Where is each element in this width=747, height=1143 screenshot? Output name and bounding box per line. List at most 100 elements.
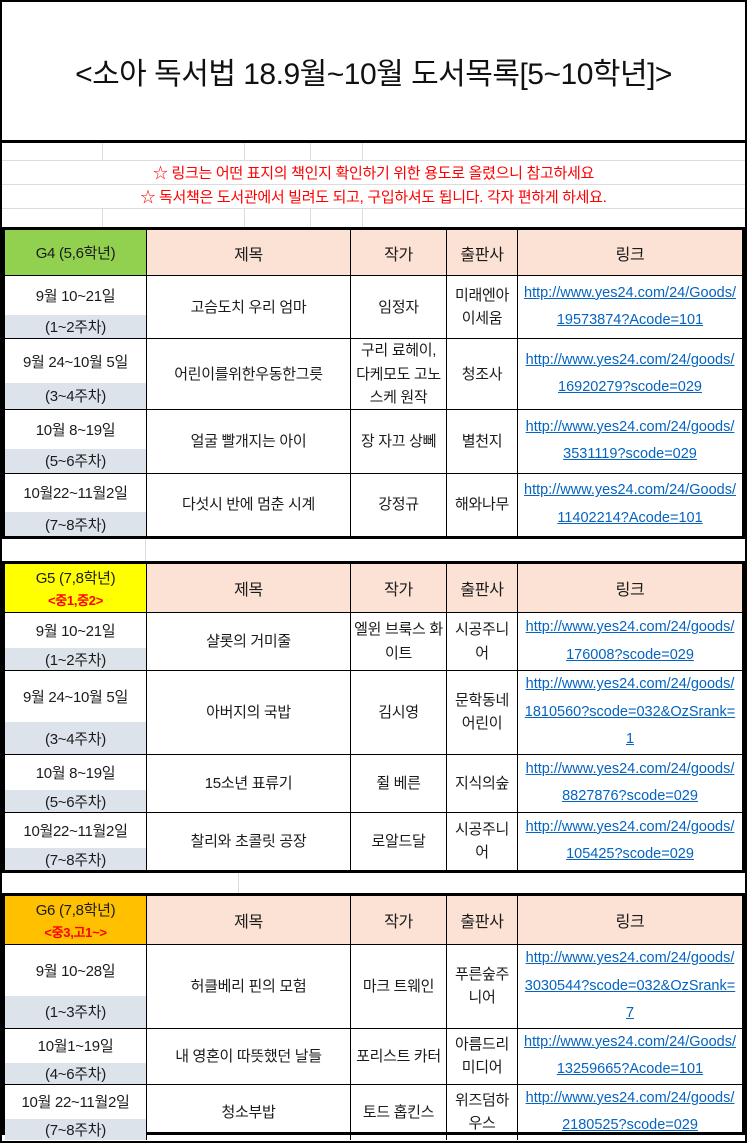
group-header-g6: G6 (7,8학년) <중3,고1~> bbox=[5, 896, 146, 944]
publisher-cell: 미래엔아이세움 bbox=[446, 276, 517, 339]
table-row: 10월 8~19일 (5~6주차) 15소년 표류기 쥘 베른 지식의숲 htt… bbox=[5, 753, 742, 812]
date-range: 10월 8~19일 bbox=[35, 764, 116, 782]
link-cell: http://www.yes24.com/24/Goods/13259665?A… bbox=[517, 1028, 742, 1084]
date-cell: 10월 22~11월2일 (7~8주차) bbox=[5, 1085, 146, 1140]
table-row: 10월 22~11월2일 (7~8주차) 청소부밥 토드 홉킨스 위즈덤하우스 … bbox=[5, 1083, 742, 1140]
author-cell: 강정규 bbox=[350, 473, 446, 537]
book-link[interactable]: http://www.yes24.com/24/goods/2180525?sc… bbox=[525, 1089, 735, 1134]
date-cell: 10월22~11월2일 (7~8주차) bbox=[5, 474, 146, 537]
column-header-publisher: 출판사 bbox=[446, 564, 517, 612]
link-cell: http://www.yes24.com/24/goods/3531119?sc… bbox=[517, 410, 742, 473]
publisher-cell: 위즈덤하우스 bbox=[446, 1084, 517, 1140]
column-header-link: 링크 bbox=[517, 896, 742, 944]
book-table-g5: G5 (7,8학년) <중1,중2> 제목 작가 출판사 링크 9월 10~21… bbox=[2, 561, 745, 873]
book-link[interactable]: http://www.yes24.com/24/goods/16920279?s… bbox=[525, 351, 735, 396]
date-range: 9월 10~28일 bbox=[35, 963, 116, 981]
week-label: (5~6주차) bbox=[5, 790, 146, 812]
book-title-cell: 다섯시 반에 멈춘 시계 bbox=[146, 473, 350, 537]
gridline bbox=[244, 209, 245, 227]
book-title-cell: 고슴도치 우리 엄마 bbox=[146, 276, 350, 339]
publisher-cell: 해와나무 bbox=[446, 473, 517, 537]
book-link[interactable]: http://www.yes24.com/24/goods/105425?sco… bbox=[525, 818, 735, 863]
column-header-title: 제목 bbox=[146, 230, 350, 275]
week-label: (1~2주차) bbox=[5, 314, 146, 339]
book-title-cell: 청소부밥 bbox=[146, 1084, 350, 1140]
table-header: G4 (5,6학년) 제목 작가 출판사 링크 bbox=[5, 230, 742, 275]
group-subtitle: <중3,고1~> bbox=[44, 925, 107, 940]
column-header-title: 제목 bbox=[146, 564, 350, 612]
book-link[interactable]: http://www.yes24.com/24/goods/8827876?sc… bbox=[525, 760, 735, 805]
publisher-cell: 시공주니어 bbox=[446, 812, 517, 871]
table-row: 10월 8~19일 (5~6주차) 얼굴 빨개지는 아이 장 자끄 상뻬 별천지… bbox=[5, 409, 742, 473]
week-label: (1~3주차) bbox=[5, 996, 146, 1028]
publisher-cell: 아름드리미디어 bbox=[446, 1028, 517, 1084]
author-cell: 임정자 bbox=[350, 276, 446, 339]
book-link[interactable]: http://www.yes24.com/24/Goods/13259665?A… bbox=[524, 1033, 736, 1078]
book-link[interactable]: http://www.yes24.com/24/goods/1810560?sc… bbox=[524, 676, 736, 748]
table-gap bbox=[2, 873, 745, 893]
book-title-cell: 허클베리 핀의 모험 bbox=[146, 945, 350, 1028]
author-cell: 김시영 bbox=[350, 671, 446, 754]
author-cell: 쥘 베른 bbox=[350, 754, 446, 812]
book-link[interactable]: http://www.yes24.com/24/Goods/19573874?A… bbox=[524, 284, 736, 329]
column-header-link: 링크 bbox=[517, 230, 742, 275]
date-cell: 9월 24~10월 5일 (3~4주차) bbox=[5, 671, 146, 754]
week-label: (5~6주차) bbox=[5, 448, 146, 473]
link-cell: http://www.yes24.com/24/goods/105425?sco… bbox=[517, 812, 742, 871]
gridline bbox=[145, 539, 146, 561]
book-title-cell: 어린이를위한우동한그릇 bbox=[146, 339, 350, 410]
gridline bbox=[362, 209, 363, 227]
date-range: 9월 10~21일 bbox=[35, 287, 116, 305]
author-cell: 로알드달 bbox=[350, 812, 446, 871]
book-title-cell: 얼굴 빨개지는 아이 bbox=[146, 410, 350, 473]
book-link[interactable]: http://www.yes24.com/24/goods/3531119?sc… bbox=[525, 418, 735, 463]
table-header: G5 (7,8학년) <중1,중2> 제목 작가 출판사 링크 bbox=[5, 564, 742, 612]
week-label: (3~4주차) bbox=[5, 382, 146, 410]
column-header-author: 작가 bbox=[350, 564, 446, 612]
date-range: 10월22~11월2일 bbox=[23, 823, 128, 841]
link-cell: http://www.yes24.com/24/goods/3030544?sc… bbox=[517, 945, 742, 1028]
group-subtitle: <중1,중2> bbox=[47, 593, 104, 608]
date-cell: 9월 24~10월 5일 (3~4주차) bbox=[5, 339, 146, 410]
link-cell: http://www.yes24.com/24/goods/2180525?sc… bbox=[517, 1084, 742, 1140]
date-range: 9월 24~10월 5일 bbox=[23, 689, 128, 707]
column-header-publisher: 출판사 bbox=[446, 896, 517, 944]
notice-area: ☆ 링크는 어떤 표지의 책인지 확인하기 위한 용도로 올렸으니 참고하세요 … bbox=[2, 143, 745, 227]
table-row: 10월1~19일 (4~6주차) 내 영혼이 따뜻했던 날들 포리스트 카터 아… bbox=[5, 1027, 742, 1084]
book-title-cell: 아버지의 국밥 bbox=[146, 671, 350, 754]
table-row: 9월 24~10월 5일 (3~4주차) 아버지의 국밥 김시영 문학동네어린이… bbox=[5, 670, 742, 754]
gridline bbox=[310, 143, 311, 160]
author-cell: 장 자끄 상뻬 bbox=[350, 410, 446, 473]
notice-line-1: ☆ 링크는 어떤 표지의 책인지 확인하기 위한 용도로 올렸으니 참고하세요 bbox=[2, 161, 745, 185]
book-link[interactable]: http://www.yes24.com/24/Goods/11402214?A… bbox=[524, 482, 736, 526]
book-link[interactable]: http://www.yes24.com/24/goods/3030544?sc… bbox=[524, 950, 736, 1022]
date-range: 10월22~11월2일 bbox=[23, 485, 128, 503]
page-title-block: <소아 독서법 18.9월~10월 도서목록[5~10학년]> bbox=[2, 2, 745, 143]
book-title-cell: 찰리와 초콜릿 공장 bbox=[146, 812, 350, 871]
week-label: (3~4주차) bbox=[5, 722, 146, 754]
date-range: 9월 10~21일 bbox=[35, 623, 116, 641]
group-name: G6 (7,8학년) bbox=[35, 902, 116, 919]
book-link[interactable]: http://www.yes24.com/24/goods/176008?sco… bbox=[525, 619, 735, 663]
link-cell: http://www.yes24.com/24/Goods/19573874?A… bbox=[517, 276, 742, 339]
gridline bbox=[102, 209, 103, 227]
publisher-cell: 문학동네어린이 bbox=[446, 671, 517, 754]
date-cell: 10월 8~19일 (5~6주차) bbox=[5, 410, 146, 473]
table-row: 10월22~11월2일 (7~8주차) 다섯시 반에 멈춘 시계 강정규 해와나… bbox=[5, 472, 742, 537]
week-label: (4~6주차) bbox=[5, 1062, 146, 1084]
book-title-cell: 샬롯의 거미줄 bbox=[146, 613, 350, 671]
empty-grid-row bbox=[2, 209, 745, 227]
author-cell: 엘윈 브룩스 화이트 bbox=[350, 613, 446, 671]
date-cell: 9월 10~28일 (1~3주차) bbox=[5, 945, 146, 1028]
date-range: 10월 22~11월2일 bbox=[21, 1094, 130, 1112]
gridline bbox=[362, 143, 363, 160]
column-header-publisher: 출판사 bbox=[446, 230, 517, 275]
link-cell: http://www.yes24.com/24/Goods/11402214?A… bbox=[517, 473, 742, 537]
group-name: G4 (5,6학년) bbox=[35, 245, 116, 262]
book-title-cell: 15소년 표류기 bbox=[146, 754, 350, 812]
group-header-g4: G4 (5,6학년) bbox=[5, 230, 146, 275]
link-cell: http://www.yes24.com/24/goods/176008?sco… bbox=[517, 613, 742, 671]
group-name: G5 (7,8학년) bbox=[35, 570, 116, 587]
gridline bbox=[310, 209, 311, 227]
